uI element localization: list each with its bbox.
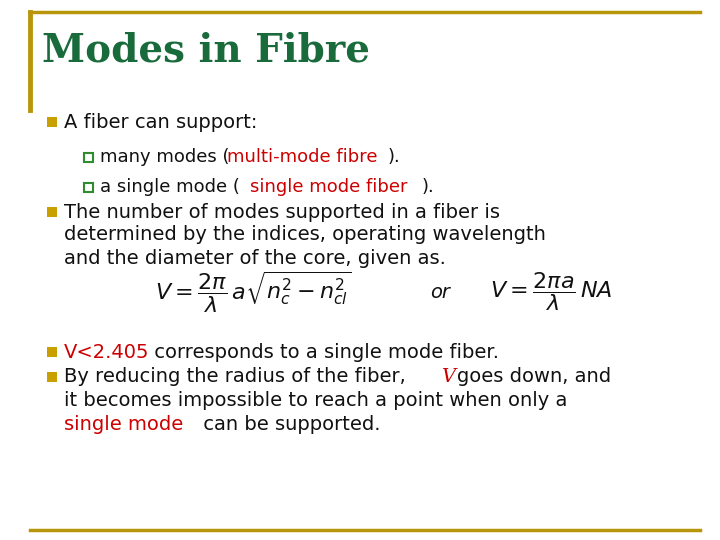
Text: V<2.405: V<2.405: [64, 342, 150, 361]
Text: or: or: [430, 282, 450, 301]
Bar: [47, 207, 57, 217]
Text: single mode fiber: single mode fiber: [250, 178, 408, 196]
Text: By reducing the radius of the fiber,: By reducing the radius of the fiber,: [64, 368, 410, 387]
Text: V: V: [441, 368, 455, 386]
Text: single mode: single mode: [64, 415, 184, 435]
Bar: [84, 152, 92, 161]
Bar: [84, 183, 92, 192]
Text: ).: ).: [388, 148, 401, 166]
Text: ).: ).: [422, 178, 435, 196]
Text: a single mode (: a single mode (: [100, 178, 240, 196]
Bar: [47, 117, 57, 127]
Text: goes down, and: goes down, and: [453, 368, 611, 387]
Text: The number of modes supported in a fiber is: The number of modes supported in a fiber…: [64, 202, 500, 221]
Text: it becomes impossible to reach a point when only a: it becomes impossible to reach a point w…: [64, 392, 567, 410]
Text: many modes (: many modes (: [100, 148, 230, 166]
Text: corresponds to a single mode fiber.: corresponds to a single mode fiber.: [148, 342, 499, 361]
Text: determined by the indices, operating wavelength: determined by the indices, operating wav…: [64, 226, 546, 245]
Text: can be supported.: can be supported.: [197, 415, 380, 435]
Text: Modes in Fibre: Modes in Fibre: [42, 31, 370, 69]
Text: A fiber can support:: A fiber can support:: [64, 112, 257, 132]
Text: multi-mode fibre: multi-mode fibre: [227, 148, 377, 166]
Text: $V = \dfrac{2\pi a}{\lambda}\,NA$: $V = \dfrac{2\pi a}{\lambda}\,NA$: [490, 271, 613, 314]
Text: $V = \dfrac{2\pi}{\lambda}\,a\sqrt{n_c^2 - n_{cl}^2}$: $V = \dfrac{2\pi}{\lambda}\,a\sqrt{n_c^2…: [155, 269, 351, 315]
Bar: [47, 372, 57, 382]
Text: and the diameter of the core, given as.: and the diameter of the core, given as.: [64, 248, 446, 267]
Bar: [47, 347, 57, 357]
